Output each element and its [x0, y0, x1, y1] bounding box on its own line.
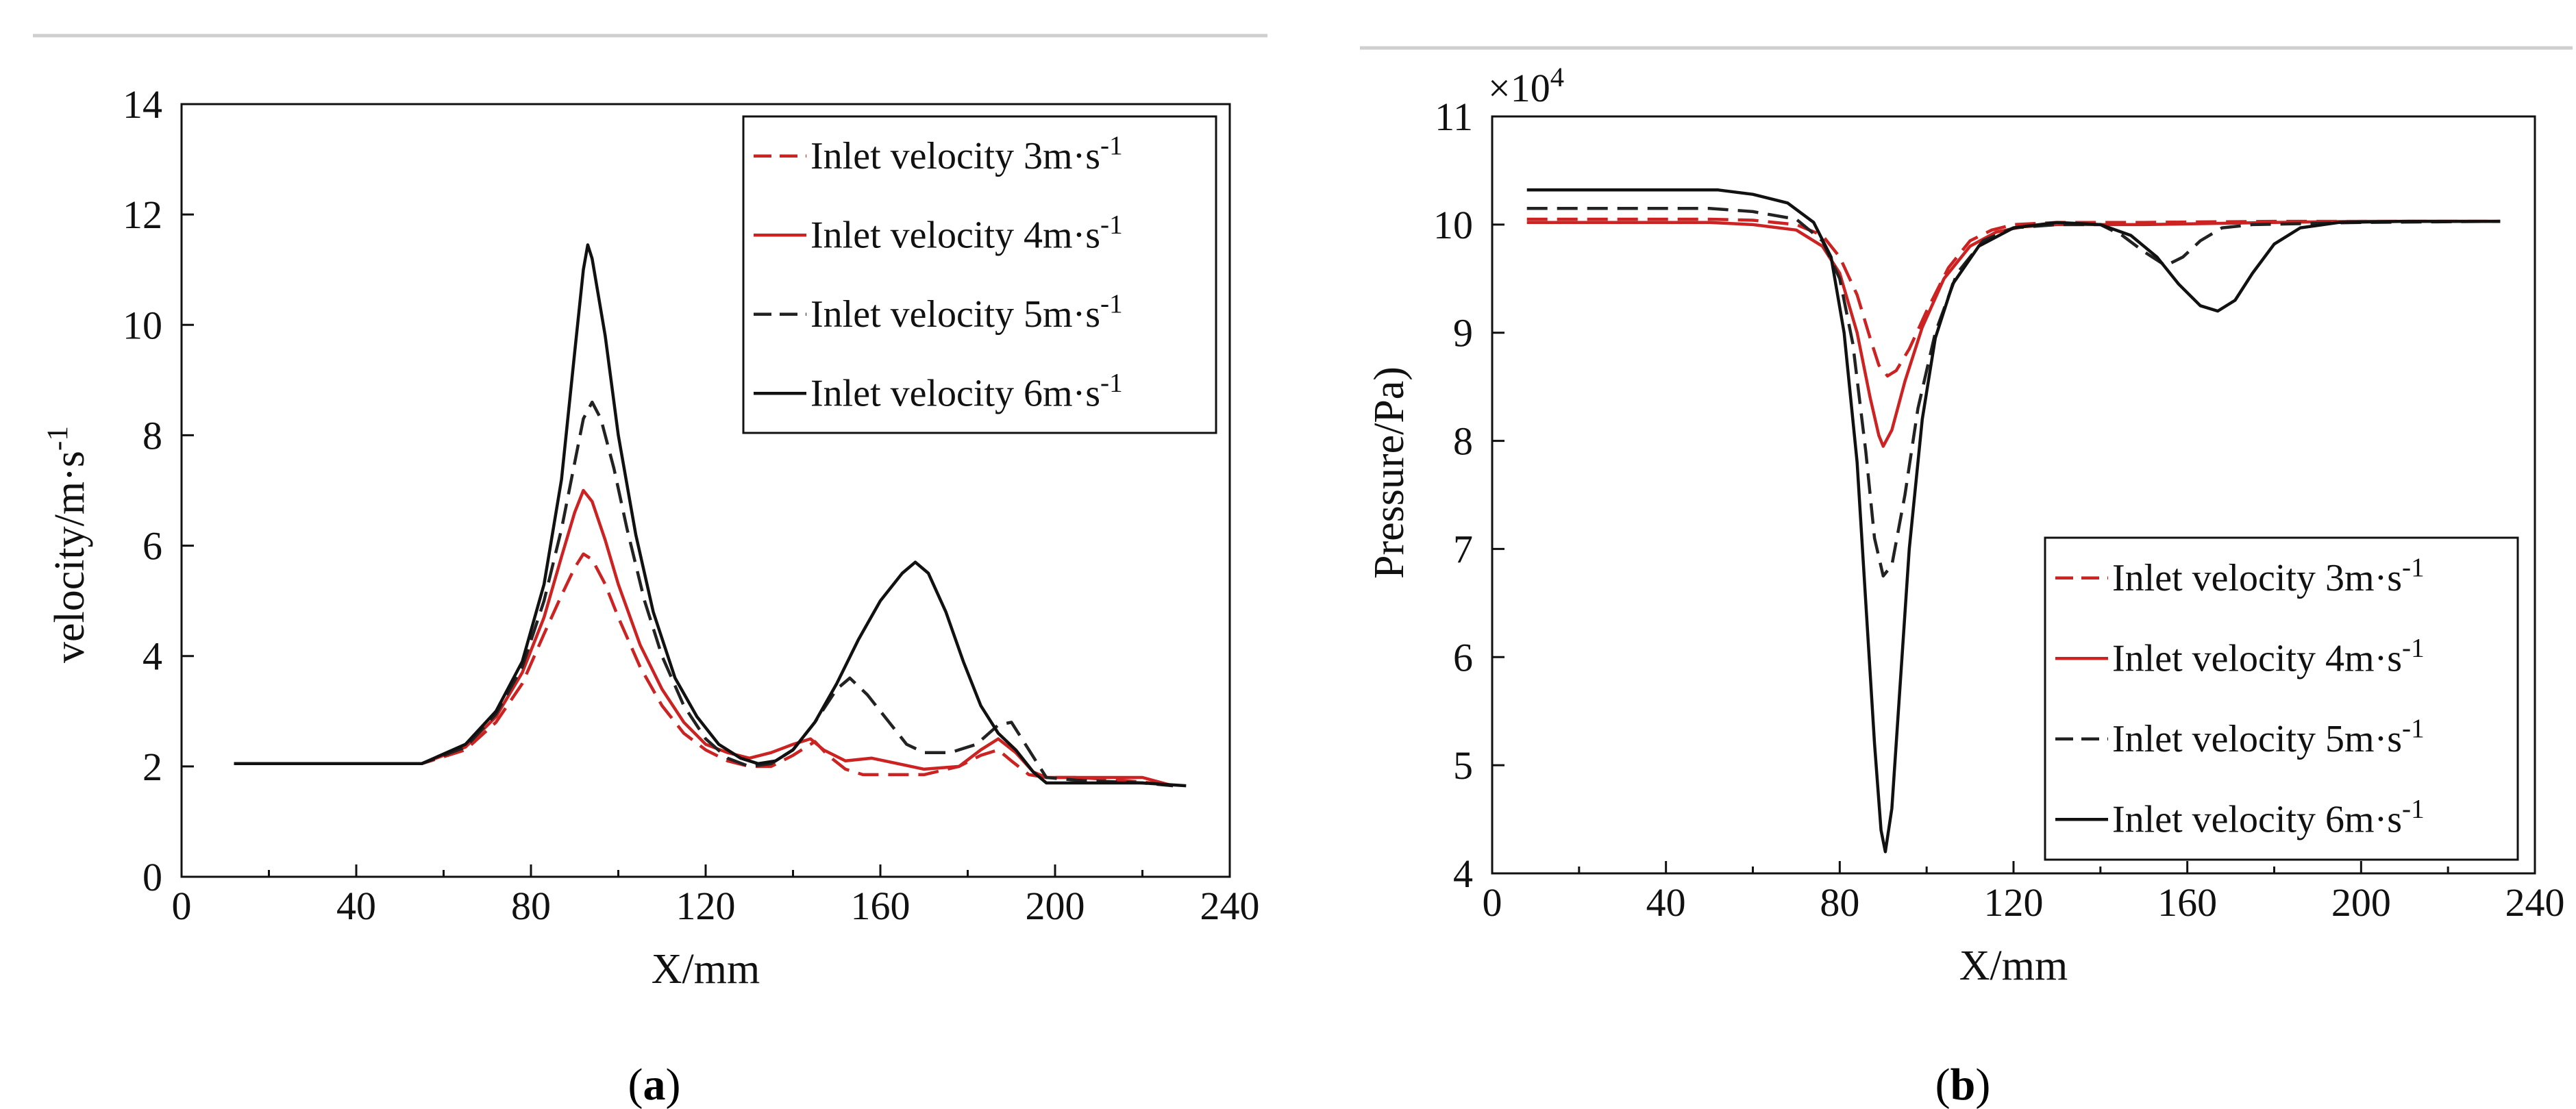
y-axis-label: Pressure/Pa)	[1366, 366, 1413, 579]
x-tick-label: 40	[336, 884, 376, 928]
y-tick-label: 9	[1453, 311, 1473, 356]
x-tick-label: 120	[676, 884, 736, 928]
series-line-2	[1526, 219, 2501, 448]
caption-open-paren: (	[1935, 1060, 1950, 1109]
legend-label-2: Inlet velocity 4m·s-1	[810, 210, 1123, 257]
legend-label-2-text: Inlet velocity 4m·s	[810, 214, 1100, 256]
legend-label-4-text: Inlet velocity 6m·s	[810, 372, 1100, 414]
y-tick-label: 7	[1453, 527, 1473, 571]
legend-label-3: Inlet velocity 5m·s-1	[2112, 713, 2425, 760]
caption-open-paren: (	[628, 1060, 643, 1109]
legend-label-3-superscript: -1	[1100, 288, 1123, 318]
legend-box	[2044, 536, 2519, 861]
y-tick-label: 11	[1435, 95, 1473, 139]
series-line-4	[234, 243, 1187, 788]
x-tick-label: 200	[2331, 880, 2391, 925]
legend-label-1-superscript: -1	[1100, 130, 1123, 160]
y-tick-label: 8	[143, 413, 162, 458]
y-axis-label: velocity/m·s-1	[41, 426, 93, 663]
y-tick-label: 12	[123, 192, 162, 237]
caption-letter: a	[643, 1060, 666, 1109]
x-tick-label: 240	[2505, 880, 2565, 925]
y-axis-multiplier: ×104	[1488, 62, 1564, 111]
series-line-1	[1526, 217, 2501, 378]
legend-label-4-superscript: -1	[2402, 794, 2425, 823]
x-tick-label: 120	[1984, 880, 2044, 925]
x-tick-label: 160	[2157, 880, 2217, 925]
legend-box	[742, 115, 1217, 434]
legend-label-3-superscript: -1	[2402, 713, 2425, 743]
y-tick-label: 0	[143, 855, 162, 899]
x-tick-label: 200	[1026, 884, 1085, 928]
chart-panel-a: 0 40 80 120 160 200 240 0 2 4 6 8 10 12 14 X/mm velocity…	[41, 82, 1260, 993]
legend-label-4-superscript: -1	[1100, 368, 1123, 397]
legend-label-1-superscript: -1	[2402, 552, 2425, 582]
x-tick-label: 40	[1646, 880, 1686, 925]
y-axis-label-text: Pressure/Pa)	[1366, 366, 1413, 579]
x-tick-label: 240	[1200, 884, 1260, 928]
y-tick-label: 10	[123, 303, 162, 347]
x-tick-label: 80	[511, 884, 551, 928]
y-axis-multiplier-superscript: 4	[1550, 62, 1564, 92]
series-line-2	[234, 488, 1174, 788]
panel-a-caption: (a)	[628, 1060, 681, 1109]
series-line-3	[1526, 206, 2501, 578]
y-tick-label: 8	[1453, 419, 1473, 464]
y-tick-label: 2	[143, 745, 162, 789]
legend-label-4: Inlet velocity 6m·s-1	[810, 368, 1123, 415]
x-tick-label: 160	[851, 884, 911, 928]
legend-label-4: Inlet velocity 6m·s-1	[2112, 794, 2425, 841]
legend-label-2: Inlet velocity 4m·s-1	[2112, 633, 2425, 680]
caption-letter: b	[1950, 1060, 1976, 1109]
legend-label-4-text: Inlet velocity 6m·s	[2112, 798, 2402, 840]
y-tick-label: 10	[1433, 203, 1473, 247]
y-axis-multiplier-text: ×10	[1488, 66, 1550, 110]
legend-label-3-text: Inlet velocity 5m·s	[810, 293, 1100, 336]
y-tick-label: 6	[143, 524, 162, 569]
x-tick-label: 0	[172, 884, 192, 928]
caption-close-paren: )	[666, 1060, 681, 1109]
legend-label-2-superscript: -1	[2402, 633, 2425, 662]
y-tick-label: 4	[143, 634, 162, 679]
x-axis-label: X/mm	[652, 946, 760, 993]
series-line-1	[234, 552, 1174, 788]
y-axis-label-superscript: -1	[41, 426, 74, 451]
y-tick-label: 6	[1453, 635, 1473, 680]
legend-label-1: Inlet velocity 3m·s-1	[810, 130, 1123, 177]
legend-label-2-superscript: -1	[1100, 210, 1123, 239]
legend-label-1-text: Inlet velocity 3m·s	[810, 135, 1100, 177]
legend-label-1: Inlet velocity 3m·s-1	[2112, 552, 2425, 599]
legend-label-3-text: Inlet velocity 5m·s	[2112, 718, 2402, 760]
series-line-3	[234, 400, 1174, 788]
legend-label-3: Inlet velocity 5m·s-1	[810, 288, 1123, 336]
caption-close-paren: )	[1975, 1060, 1990, 1109]
chart-panel-b: 0 40 80 120 160 200 240 4 5 6 7 8 9 10 11 X/mm Pressure/…	[1366, 62, 2565, 990]
x-tick-label: 0	[1483, 880, 1502, 925]
y-tick-label: 14	[123, 82, 162, 127]
panel-b-caption: (b)	[1935, 1060, 1991, 1109]
y-tick-label: 5	[1453, 743, 1473, 788]
legend-label-1-text: Inlet velocity 3m·s	[2112, 557, 2402, 599]
x-tick-label: 80	[1820, 880, 1859, 925]
series-line-4	[1526, 188, 2501, 853]
legend-label-2-text: Inlet velocity 4m·s	[2112, 637, 2402, 680]
y-axis-label-text: velocity/m·s	[47, 451, 93, 663]
x-axis-label: X/mm	[1959, 943, 2068, 989]
y-tick-label: 4	[1453, 851, 1473, 896]
